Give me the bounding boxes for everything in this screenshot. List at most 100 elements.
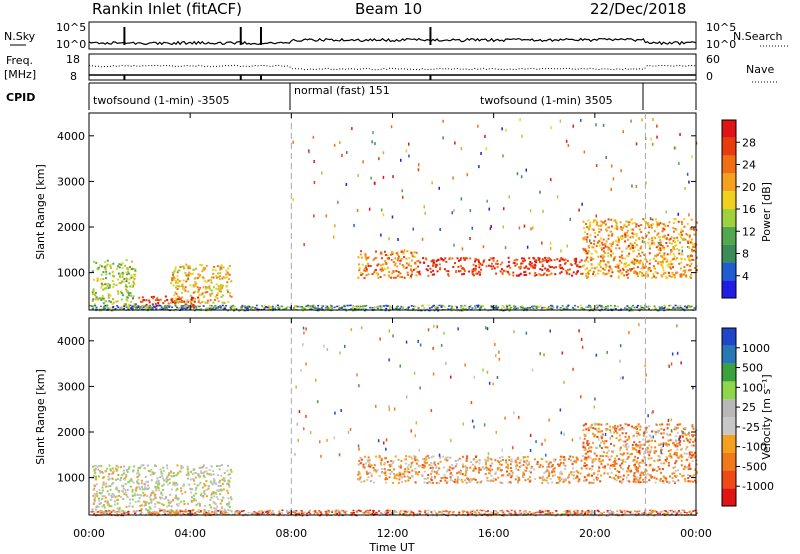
data-cell xyxy=(583,259,586,262)
data-cell xyxy=(553,266,556,269)
data-cell xyxy=(359,476,362,479)
data-cell xyxy=(628,437,631,440)
data-cell xyxy=(603,268,606,271)
data-cell xyxy=(401,473,404,476)
data-cell xyxy=(145,501,148,504)
data-cell xyxy=(643,455,646,458)
data-cell xyxy=(108,284,111,287)
data-cell xyxy=(623,223,626,226)
data-cell xyxy=(609,464,612,467)
data-cell xyxy=(653,275,655,278)
data-cell xyxy=(265,306,268,308)
data-cell xyxy=(490,225,492,228)
data-cell xyxy=(407,306,410,309)
data-cell xyxy=(107,500,109,503)
data-cell xyxy=(193,298,196,301)
data-cell xyxy=(554,458,557,461)
data-cell xyxy=(681,475,684,478)
data-cell xyxy=(461,309,464,312)
data-cell xyxy=(596,436,599,438)
data-cell xyxy=(656,512,659,515)
data-cell xyxy=(440,477,443,480)
data-cell xyxy=(553,470,556,473)
data-cell xyxy=(643,444,646,446)
data-cell xyxy=(393,264,396,267)
data-cell xyxy=(583,236,586,239)
data-cell xyxy=(392,261,395,264)
data-cell xyxy=(192,494,195,497)
data-cell xyxy=(276,304,279,307)
data-cell xyxy=(564,468,567,471)
data-cell xyxy=(638,307,641,310)
data-cell xyxy=(119,274,121,277)
data-cell xyxy=(599,266,602,269)
data-cell xyxy=(194,285,197,288)
data-cell xyxy=(491,305,494,308)
data-cell xyxy=(647,273,649,276)
data-cell xyxy=(535,307,538,309)
data-cell xyxy=(679,133,681,136)
data-cell xyxy=(429,267,432,270)
data-cell xyxy=(377,305,379,308)
data-cell xyxy=(593,452,596,455)
data-cell xyxy=(563,459,566,462)
data-cell xyxy=(219,272,222,275)
data-cell xyxy=(661,230,664,233)
data-cell xyxy=(124,285,127,288)
data-cell xyxy=(365,266,367,269)
data-cell xyxy=(402,265,405,268)
data-cell xyxy=(167,483,170,486)
data-cell xyxy=(469,257,472,260)
data-cell xyxy=(633,249,636,252)
data-cell xyxy=(319,308,322,310)
data-cell xyxy=(603,260,605,263)
data-cell xyxy=(210,289,213,292)
data-cell xyxy=(418,465,421,468)
data-cell xyxy=(615,224,618,227)
data-cell xyxy=(669,260,672,263)
data-cell xyxy=(561,258,564,261)
data-cell xyxy=(102,297,105,300)
data-cell xyxy=(100,510,103,512)
data-cell xyxy=(659,247,662,250)
data-cell xyxy=(123,472,125,475)
data-cell xyxy=(603,221,605,224)
data-cell xyxy=(657,260,660,263)
data-cell xyxy=(116,513,119,515)
data-cell xyxy=(618,247,621,250)
data-cell xyxy=(371,273,374,276)
data-cell xyxy=(239,511,241,514)
data-cell xyxy=(292,198,294,202)
data-cell xyxy=(539,305,542,307)
data-cell xyxy=(606,261,609,263)
data-cell xyxy=(147,470,150,472)
data-cell xyxy=(106,304,109,307)
data-cell xyxy=(676,248,679,250)
data-cell xyxy=(561,513,564,515)
data-cell xyxy=(394,475,396,478)
data-cell xyxy=(617,241,620,244)
data-cell xyxy=(417,459,420,462)
data-cell xyxy=(609,254,612,256)
data-cell xyxy=(92,465,94,468)
data-cell xyxy=(147,511,150,513)
data-cell xyxy=(362,308,365,310)
data-cell xyxy=(101,498,104,500)
data-cell xyxy=(490,458,493,461)
data-cell xyxy=(541,465,544,468)
data-cell xyxy=(613,257,616,260)
data-cell xyxy=(618,458,620,461)
data-cell xyxy=(687,246,690,249)
data-cell xyxy=(515,307,518,310)
data-cell xyxy=(651,142,654,146)
data-cell xyxy=(502,474,505,477)
data-cell xyxy=(635,431,638,434)
data-cell xyxy=(412,308,415,310)
data-cell xyxy=(610,255,613,258)
data-cell xyxy=(95,492,98,495)
data-cell xyxy=(610,218,613,221)
data-cell xyxy=(162,483,165,486)
nsky-label: N.Sky xyxy=(4,30,36,43)
data-cell xyxy=(432,514,435,517)
data-cell xyxy=(520,175,523,179)
